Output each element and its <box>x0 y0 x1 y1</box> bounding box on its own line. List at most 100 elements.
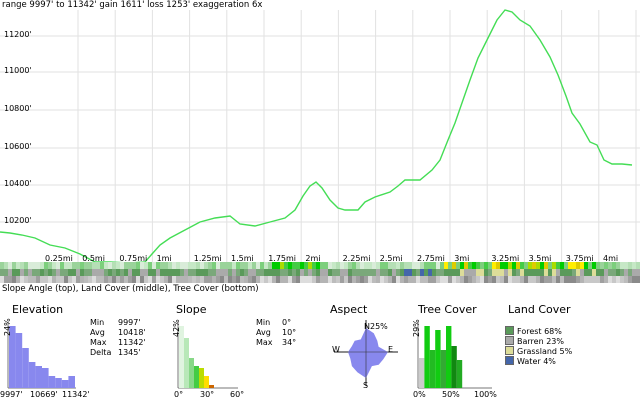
land-cover-strip-cell <box>24 269 28 276</box>
tree-bar <box>424 326 430 388</box>
tree-cover-strip-cell <box>496 276 500 283</box>
slope-strip-cell <box>164 262 168 269</box>
tree-cover-strip-cell <box>372 276 376 283</box>
tree-cover-strip-cell <box>208 276 212 283</box>
land-cover-strip-cell <box>208 269 212 276</box>
slope-strip-cell <box>324 262 328 269</box>
tree-cover-max-pct: 29% <box>412 319 421 337</box>
slope-strip-cell <box>16 262 20 269</box>
tree-cover-strip-cell <box>8 276 12 283</box>
tree-cover-strip-cell <box>612 276 616 283</box>
land-cover-strip-cell <box>88 269 92 276</box>
tree-cover-x-mid: 50% <box>442 390 460 399</box>
tree-cover-strip-cell <box>348 276 352 283</box>
tree-cover-strip-cell <box>312 276 316 283</box>
slope-strip-cell <box>332 262 336 269</box>
tree-cover-strip-cell <box>260 276 264 283</box>
profile-x-label: 4mi <box>603 254 619 263</box>
tree-cover-strip-cell <box>172 276 176 283</box>
slope-strip-cell <box>200 262 204 269</box>
slope-strip-cell <box>352 262 356 269</box>
land-cover-strip-cell <box>292 269 296 276</box>
tree-cover-strip-cell <box>492 276 496 283</box>
slope-strip-cell <box>540 262 544 269</box>
slope-strip-cell <box>244 262 248 269</box>
slope-strip-cell <box>576 262 580 269</box>
tree-cover-strip-cell <box>460 276 464 283</box>
slope-bar <box>189 358 194 388</box>
land-cover-strip-cell <box>16 269 20 276</box>
tree-cover-strip-cell <box>408 276 412 283</box>
tree-cover-strip-cell <box>476 276 480 283</box>
tree-cover-strip-cell <box>592 276 596 283</box>
slope-stat-label: Min <box>256 318 271 327</box>
slope-strip-cell <box>40 262 44 269</box>
slope-strip-cell <box>80 262 84 269</box>
slope-strip-cell <box>152 262 156 269</box>
slope-strip-cell <box>536 262 540 269</box>
land-cover-strip-cell <box>248 269 252 276</box>
tree-cover-strip-cell <box>120 276 124 283</box>
profile-strips <box>0 262 640 283</box>
profile-x-label: 0.75mi <box>119 254 148 263</box>
land-cover-strip-cell <box>592 269 596 276</box>
slope-strip-cell <box>636 262 640 269</box>
tree-cover-strip-cell <box>548 276 552 283</box>
tree-cover-strip-cell <box>212 276 216 283</box>
land-cover-strip-cell <box>380 269 384 276</box>
land-cover-strip-cell <box>104 269 108 276</box>
profile-x-label: 2mi <box>305 254 321 263</box>
tree-cover-strip-cell <box>308 276 312 283</box>
slope-strip-cell <box>388 262 392 269</box>
tree-cover-strip-cell <box>412 276 416 283</box>
slope-strip-cell <box>520 262 524 269</box>
slope-strip-cell <box>344 262 348 269</box>
land-cover-strip-cell <box>420 269 424 276</box>
tree-cover-strip-cell <box>364 276 368 283</box>
land-cover-strip-cell <box>596 269 600 276</box>
slope-strip-cell <box>364 262 368 269</box>
land-cover-strip-cell <box>488 269 492 276</box>
land-cover-strip-cell <box>432 269 436 276</box>
slope-strip-cell <box>160 262 164 269</box>
tree-bar <box>451 346 457 388</box>
profile-y-label: 10600' <box>4 142 32 151</box>
slope-strip-cell <box>452 262 456 269</box>
profile-x-label: 2.25mi <box>342 254 371 263</box>
tree-cover-strip-cell <box>24 276 28 283</box>
land-cover-strip-cell <box>244 269 248 276</box>
tree-cover-strip-cell <box>292 276 296 283</box>
tree-cover-strip-cell <box>576 276 580 283</box>
slope-strip-cell <box>236 262 240 269</box>
tree-cover-strip-cell <box>44 276 48 283</box>
land-cover-strip-cell <box>348 269 352 276</box>
land-cover-strip-cell <box>176 269 180 276</box>
profile-y-label: 10800' <box>4 104 32 113</box>
elevation-stat-label: Delta <box>90 348 112 357</box>
land-cover-strip-cell <box>452 269 456 276</box>
profile-x-label: 1.5mi <box>231 254 254 263</box>
land-cover-label: Grassland 5% <box>517 347 573 356</box>
elev-bar <box>22 348 29 388</box>
land-cover-strip-cell <box>108 269 112 276</box>
tree-cover-strip-cell <box>328 276 332 283</box>
elevation-stat-value: 10418' <box>118 328 146 337</box>
land-cover-swatch <box>505 346 514 355</box>
slope-strip-cell <box>208 262 212 269</box>
land-cover-strip-cell <box>364 269 368 276</box>
slope-strip-cell <box>96 262 100 269</box>
land-cover-strip-cell <box>220 269 224 276</box>
tree-cover-strip-cell <box>76 276 80 283</box>
slope-strip-cell <box>424 262 428 269</box>
land-cover-strip-cell <box>600 269 604 276</box>
tree-cover-strip-cell <box>444 276 448 283</box>
tree-cover-strip-cell <box>288 276 292 283</box>
slope-strip-cell <box>44 262 48 269</box>
land-cover-strip-cell <box>584 269 588 276</box>
land-cover-strip-cell <box>552 269 556 276</box>
land-cover-strip-cell <box>476 269 480 276</box>
land-cover-strip-cell <box>508 269 512 276</box>
elevation-stat-label: Min <box>90 318 105 327</box>
slope-strip-cell <box>560 262 564 269</box>
tree-cover-strip-cell <box>468 276 472 283</box>
